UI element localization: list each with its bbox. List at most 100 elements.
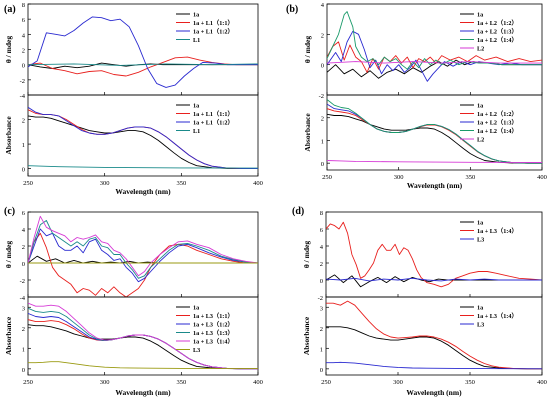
legend-entry: 1a + L3（1:4） (477, 312, 518, 320)
y-tick-label: 1 (321, 138, 324, 145)
y-tick-label: 4 (22, 32, 26, 39)
x-tick-label: 250 (321, 379, 331, 386)
y-tick-label: 8 (22, 2, 25, 9)
series-line-1a + L1（1:2） (28, 16, 258, 88)
x-tick-label: 350 (465, 174, 475, 181)
y-axis-label: θ / mdeg (4, 241, 13, 268)
x-tick-label: 400 (537, 379, 547, 386)
plot-frame (326, 94, 543, 171)
y-tick-label: 2 (22, 118, 25, 125)
y-tick-label: 2 (321, 116, 324, 123)
y-tick-label: 0 (22, 261, 25, 268)
series-line-1a + L2（1:4） (327, 99, 542, 164)
series-line-1a + L2（1:2） (327, 41, 542, 73)
series-line-1a + L3（1:3） (28, 220, 258, 279)
legend-entry: 1a + L2（1:2） (477, 110, 518, 118)
series-group (28, 215, 258, 297)
series-line-1a + L3（1:1） (28, 232, 258, 297)
x-tick-label: 300 (100, 379, 110, 386)
y-tick-label: 0 (22, 167, 25, 174)
panel-label: (a) (4, 4, 16, 15)
series-line-1a + L3（1:4） (28, 215, 258, 277)
y-tick-label: 8 (320, 210, 323, 217)
legend-entry: 1a (477, 305, 483, 312)
y-tick-label: 0 (22, 63, 25, 70)
subplot-top: -4 -2 0 2 4 6 θ / mdeg (4, 210, 259, 302)
y-tick-label: 2 (22, 326, 25, 333)
y-tick-label: -4 (20, 295, 26, 302)
y-tick-label: 1 (320, 346, 323, 353)
legend-entry: 1a (477, 103, 483, 110)
y-tick-label: 0 (320, 367, 323, 374)
series-line-1a + L1（1:2） (28, 106, 258, 170)
legend-entry: 1a + L2（1:3） (477, 28, 518, 36)
y-tick-label: 1 (22, 142, 25, 149)
y-tick-label: 0 (321, 161, 324, 168)
x-axis-label: Wavelength (nm) (115, 187, 171, 196)
legend-entry: 1a + L3（1:4） (477, 227, 518, 235)
x-tick-label: 300 (394, 174, 404, 181)
x-axis-label: Wavelength (nm) (407, 181, 463, 190)
y-tick-label: -4 (20, 93, 26, 100)
legend-entry: 1a + L3（1:4） (193, 338, 234, 346)
y-axis-label: Absorbance (302, 316, 311, 355)
legend-entry: L1 (193, 37, 200, 44)
plot-frame (27, 296, 259, 376)
legend-entry: 1a (477, 12, 483, 19)
legend-entry: L2 (477, 137, 484, 144)
y-tick-label: 6 (22, 17, 26, 24)
legend-entry: 1a + L1（1:1） (193, 110, 234, 118)
legend-entry: 1a + L1（1:2） (193, 28, 234, 36)
legend-entry: 1a + L1（1:2） (193, 119, 234, 127)
y-tick-label: 6 (320, 227, 324, 234)
panel-label: (b) (286, 4, 298, 15)
x-tick-label: 300 (100, 180, 110, 187)
series-group (28, 106, 258, 170)
series-line-L3 (326, 361, 542, 370)
series-group (326, 300, 542, 370)
series-group (326, 221, 542, 288)
series-line-L2 (327, 160, 542, 163)
y-axis-label: Absorbance (4, 316, 13, 355)
y-tick-label: 2 (321, 32, 324, 39)
y-tick-label: 4 (320, 244, 324, 251)
series-line-L2 (327, 61, 542, 64)
series-line-1a + L3（1:4） (326, 221, 542, 288)
series-line-1a + L3（1:4） (28, 302, 258, 370)
series-group (327, 11, 542, 82)
legend-entry: L3 (477, 237, 484, 244)
y-tick-label: 6 (22, 210, 26, 217)
series-line-1a (28, 115, 258, 170)
series-line-1a + L3（1:4） (326, 300, 542, 370)
x-tick-label: 250 (23, 180, 33, 187)
y-axis-label: Absorbance (4, 116, 13, 155)
series-line-1a + L2（1:4） (327, 11, 542, 70)
x-tick-label: 400 (253, 379, 263, 386)
x-axis-label: Wavelength (nm) (406, 388, 462, 397)
plot-frame (326, 3, 543, 96)
legend-entry: 1a + L3（1:3） (193, 329, 234, 337)
legend-entry: 1a + L2（1:2） (477, 19, 518, 27)
legend-entry: L3 (477, 322, 484, 329)
legend-entry: 1a (193, 305, 199, 312)
series-group (28, 16, 258, 88)
y-tick-label: 0 (320, 278, 323, 285)
legend-entry: 1a (193, 103, 199, 110)
y-tick-label: -2 (20, 278, 25, 285)
y-tick-label: 2 (320, 326, 323, 333)
y-axis-label: θ / mdeg (303, 36, 312, 63)
x-tick-label: 300 (393, 379, 403, 386)
x-tick-label: 250 (322, 174, 332, 181)
series-line-1a + L3（1:2） (28, 228, 258, 283)
y-axis-label: Absorbance (303, 113, 312, 152)
legend-entry: 1a (477, 220, 483, 227)
y-tick-label: 3 (320, 305, 323, 312)
